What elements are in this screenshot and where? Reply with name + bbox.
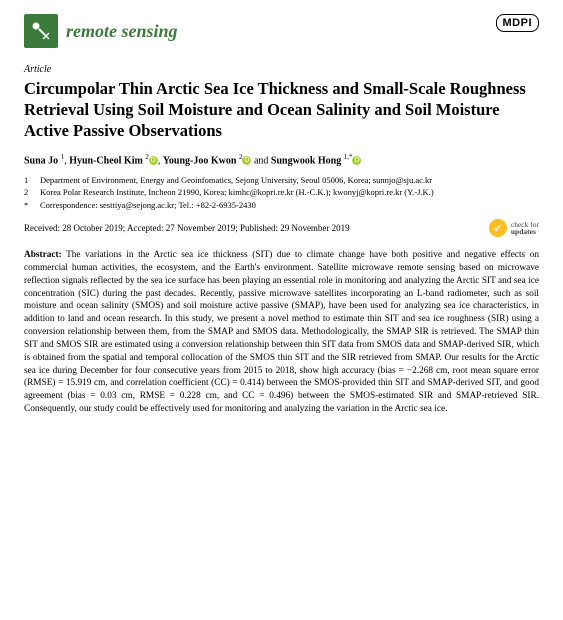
satellite-icon xyxy=(29,19,53,43)
journal-name: remote sensing xyxy=(66,21,178,42)
author-affil-sup: 1 xyxy=(61,153,65,161)
article-title: Circumpolar Thin Arctic Sea Ice Thicknes… xyxy=(24,78,539,141)
affiliation-row: 2 Korea Polar Research Institute, Incheo… xyxy=(24,187,539,198)
correspondence-text: Correspondence: sesttiya@sejong.ac.kr; T… xyxy=(40,200,256,211)
author-affil-sup: 1,* xyxy=(344,153,353,161)
affiliation-text: Korea Polar Research Institute, Incheon … xyxy=(40,187,434,198)
orcid-icon[interactable]: D xyxy=(242,156,251,165)
article-type: Article xyxy=(24,64,539,75)
author-name: Suna Jo xyxy=(24,156,58,167)
check-updates-label: check for updates xyxy=(511,221,539,236)
abstract: Abstract: The variations in the Arctic s… xyxy=(24,249,539,416)
check-icon: ✓ xyxy=(489,219,507,237)
affiliation-text: Department of Environment, Energy and Ge… xyxy=(40,175,432,186)
dates-row: Received: 28 October 2019; Accepted: 27 … xyxy=(24,219,539,237)
abstract-label: Abstract: xyxy=(24,250,62,260)
author-name: Sungwook Hong xyxy=(271,156,341,167)
publisher-logo: MDPI xyxy=(496,14,540,32)
orcid-icon[interactable]: D xyxy=(352,156,361,165)
author-list: Suna Jo 1, Hyun-Cheol Kim 2D, Young-Joo … xyxy=(24,153,539,166)
affiliation-row: * Correspondence: sesttiya@sejong.ac.kr;… xyxy=(24,200,539,211)
header-row: remote sensing MDPI xyxy=(24,14,539,48)
orcid-icon[interactable]: D xyxy=(149,156,158,165)
abstract-body: The variations in the Arctic sea ice thi… xyxy=(24,250,539,414)
affiliation-num: * xyxy=(24,200,32,211)
journal-block: remote sensing xyxy=(24,14,178,48)
author-name: Hyun-Cheol Kim xyxy=(69,156,143,167)
publication-dates: Received: 28 October 2019; Accepted: 27 … xyxy=(24,223,350,233)
affiliation-row: 1 Department of Environment, Energy and … xyxy=(24,175,539,186)
affiliation-num: 1 xyxy=(24,175,32,186)
affiliations: 1 Department of Environment, Energy and … xyxy=(24,175,539,211)
journal-logo xyxy=(24,14,58,48)
check-for-updates[interactable]: ✓ check for updates xyxy=(489,219,539,237)
affiliation-num: 2 xyxy=(24,187,32,198)
author-name: Young-Joo Kwon xyxy=(163,156,237,167)
